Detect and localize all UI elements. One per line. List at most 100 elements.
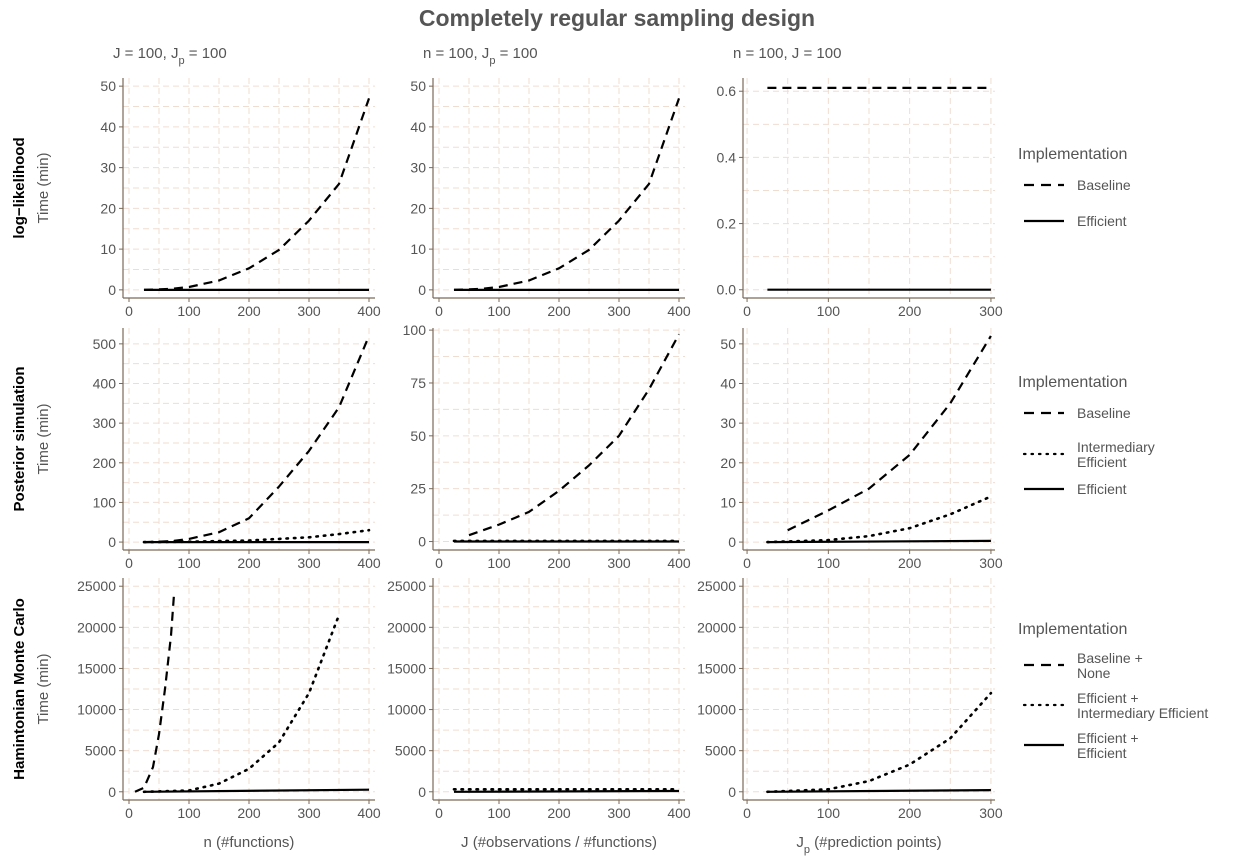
x-tick-label: 200 — [237, 805, 261, 821]
x-tick-label: 200 — [547, 555, 571, 571]
x-axis-label-1: n (#functions) — [204, 834, 295, 851]
row-title-3: Hamintonian Monte Carlo — [11, 598, 28, 780]
panel-r1-c2: 0 10 20 30 40 50 0 100 200 300 400 — [410, 78, 691, 319]
y-tick-label: 0 — [108, 282, 116, 298]
series-line-dotted — [766, 691, 993, 794]
y-tick-label: 5000 — [85, 743, 116, 759]
y-tick-label: 50 — [100, 78, 116, 94]
y-tick-label: 20000 — [77, 619, 116, 635]
y-tick-label: 40 — [410, 119, 426, 135]
y-tick-label: 20000 — [387, 619, 426, 635]
y-tick-label: 0 — [108, 534, 116, 550]
x-tick-label: 400 — [357, 805, 381, 821]
figure-title: Completely regular sampling design — [419, 5, 815, 31]
legend-title: Implementation — [1018, 374, 1127, 391]
legend-label: Efficient + — [1077, 730, 1139, 746]
x-tick-label: 100 — [177, 805, 201, 821]
row-title-2: Posterior simulation — [11, 366, 28, 511]
y-tick-label: 75 — [410, 375, 426, 391]
legend-label: Efficient — [1077, 213, 1127, 229]
x-tick-label: 100 — [177, 555, 201, 571]
x-tick-label: 400 — [667, 555, 691, 571]
x-tick-label: 100 — [487, 805, 511, 821]
y-tick-label: 30 — [720, 415, 736, 431]
legend-label: Efficient — [1077, 454, 1127, 470]
legend-label: None — [1077, 665, 1111, 681]
y-tick-label: 0.0 — [717, 282, 737, 298]
series-line-solid — [143, 788, 370, 793]
x-tick-label: 200 — [547, 303, 571, 319]
legend-1: Implementation Baseline Efficient — [1018, 146, 1131, 229]
y-tick-label: 0 — [728, 784, 736, 800]
x-tick-label: 100 — [487, 303, 511, 319]
y-tick-label: 20000 — [697, 619, 736, 635]
x-tick-label: 400 — [357, 555, 381, 571]
x-tick-label: 200 — [898, 805, 922, 821]
y-tick-label: 20 — [100, 200, 116, 216]
y-tick-label: 10 — [720, 494, 736, 510]
panel-r3-c1: 0 5000 10000 15000 20000 25000 0 100 200 300 400 — [77, 578, 381, 821]
y-tick-label: 20 — [720, 455, 736, 471]
y-tick-label: 10000 — [387, 702, 426, 718]
y-tick-label: 25000 — [387, 578, 426, 594]
legend-title: Implementation — [1018, 146, 1127, 163]
y-tick-label: 100 — [403, 322, 427, 338]
legend-label: Baseline — [1077, 177, 1131, 193]
legend-label: Baseline — [1077, 405, 1131, 421]
x-tick-label: 300 — [607, 303, 631, 319]
y-tick-label: 0.6 — [717, 83, 737, 99]
column-title-1: J = 100, Jp = 100 — [113, 45, 227, 67]
legend-label: Intermediary — [1077, 439, 1155, 455]
y-tick-label: 5000 — [705, 743, 736, 759]
series-line-dashed — [134, 594, 176, 793]
legend-label: Efficient + — [1077, 690, 1139, 706]
x-tick-label: 300 — [979, 555, 1003, 571]
x-tick-label: 0 — [125, 555, 133, 571]
panel-r1-c1: 0 10 20 30 40 50 0 100 200 300 400 — [100, 78, 381, 319]
x-tick-label: 300 — [607, 805, 631, 821]
row-title-1: log−likelihood — [11, 137, 28, 238]
x-tick-label: 0 — [435, 805, 443, 821]
y-axis-label-2: Time (min) — [35, 403, 52, 474]
y-tick-label: 25000 — [77, 578, 116, 594]
y-tick-label: 30 — [100, 160, 116, 176]
x-axis-label-3: Jp (#prediction points) — [796, 834, 941, 856]
y-tick-label: 0 — [418, 784, 426, 800]
y-tick-label: 10 — [410, 241, 426, 257]
x-tick-label: 100 — [487, 555, 511, 571]
series-line-solid — [767, 789, 991, 793]
y-tick-label: 5000 — [395, 743, 426, 759]
y-tick-label: 50 — [410, 428, 426, 444]
y-axis-label-3: Time (min) — [35, 653, 52, 724]
panel-grid: J = 100, Jp = 100 n = 100, Jp = 100 n = 10… — [11, 45, 1003, 856]
x-tick-label: 300 — [607, 555, 631, 571]
y-tick-label: 500 — [93, 336, 117, 352]
y-tick-label: 40 — [720, 376, 736, 392]
x-tick-label: 100 — [177, 303, 201, 319]
x-tick-label: 200 — [547, 805, 571, 821]
column-title-2: n = 100, Jp = 100 — [423, 45, 538, 67]
x-tick-label: 0 — [743, 555, 751, 571]
panel-r1-c3: 0.0 0.2 0.4 0.6 0 100 200 300 — [717, 78, 1003, 319]
x-tick-label: 100 — [817, 303, 841, 319]
series-line-solid — [767, 539, 991, 544]
y-tick-label: 15000 — [77, 660, 116, 676]
y-tick-label: 15000 — [697, 660, 736, 676]
panel-r2-c1: 0 100 200 300 400 500 0 100 200 300 400 — [93, 328, 381, 571]
y-tick-label: 0 — [108, 784, 116, 800]
x-tick-label: 200 — [237, 555, 261, 571]
y-tick-label: 0 — [418, 534, 426, 550]
y-tick-label: 50 — [410, 78, 426, 94]
y-tick-label: 25 — [410, 481, 426, 497]
series-line-solid — [453, 789, 680, 793]
y-tick-label: 100 — [93, 494, 117, 510]
y-tick-label: 30 — [410, 160, 426, 176]
panel-r3-c3: 0 5000 10000 15000 20000 25000 0 100 200 300 — [697, 578, 1003, 821]
x-tick-label: 300 — [297, 805, 321, 821]
y-tick-label: 300 — [93, 415, 117, 431]
legend-area: ImplementationBaselineEfficientImplement… — [1018, 146, 1208, 761]
x-tick-label: 0 — [435, 555, 443, 571]
y-tick-label: 15000 — [387, 660, 426, 676]
